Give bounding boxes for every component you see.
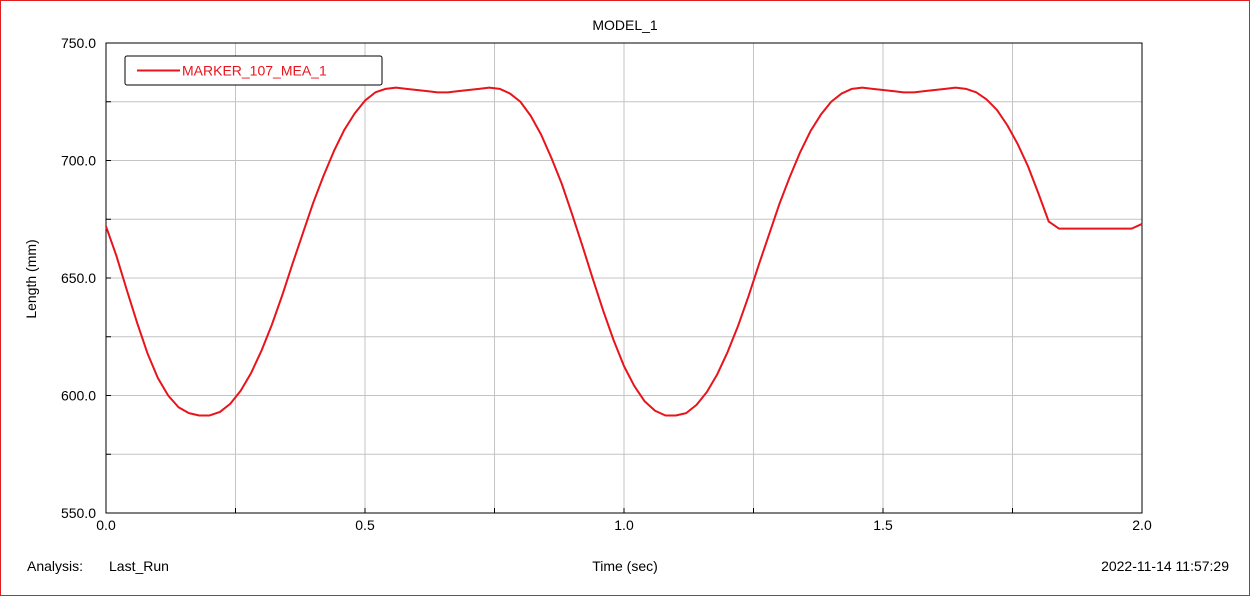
grid-lines (105, 42, 1143, 514)
x-tick-label: 1.5 (873, 517, 893, 533)
x-axis-label: Time (sec) (592, 558, 658, 574)
x-tick-label: 2.0 (1132, 517, 1152, 533)
legend: MARKER_107_MEA_1 (124, 55, 383, 86)
x-tick-label: 0.5 (355, 517, 375, 533)
series-line (105, 86, 1143, 417)
series-layer (105, 86, 1143, 417)
y-tick-label: 550.0 (61, 505, 96, 521)
y-tick-label: 750.0 (61, 35, 96, 51)
y-tick-label: 700.0 (61, 153, 96, 169)
analysis-label: Analysis: (27, 558, 83, 574)
x-tick-label: 0.0 (96, 517, 116, 533)
legend-label: MARKER_107_MEA_1 (182, 63, 327, 79)
chart-title: MODEL_1 (592, 17, 658, 33)
analysis-name: Last_Run (109, 558, 169, 574)
y-tick-label: 650.0 (61, 270, 96, 286)
y-axis-label: Length (mm) (23, 239, 39, 318)
x-tick-label: 1.0 (614, 517, 634, 533)
timestamp: 2022-11-14 11:57:29 (1101, 558, 1229, 574)
y-tick-label: 600.0 (61, 388, 96, 404)
legend-box (124, 55, 383, 86)
axes: 0.0 0.5 1.0 1.5 2.0 550.0 600.0 650.0 700.0 750.0 (61, 35, 1152, 533)
